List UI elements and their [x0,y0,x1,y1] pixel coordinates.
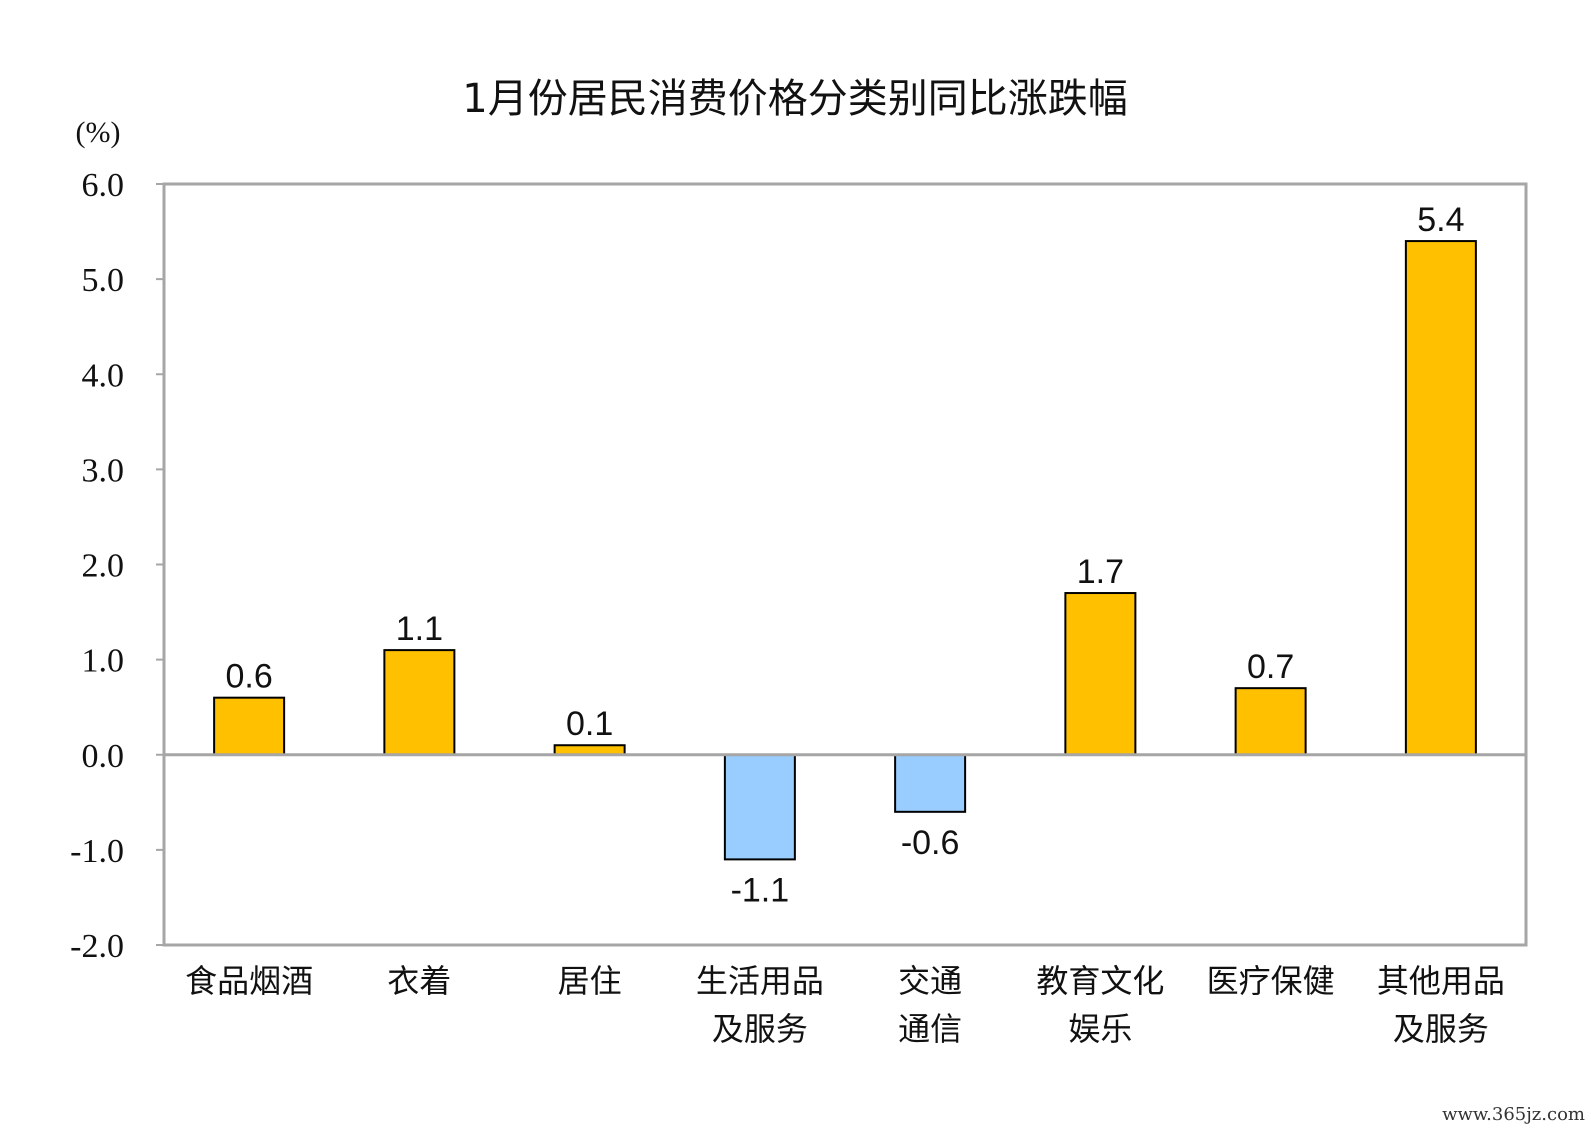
category-label: 食品烟酒 [185,962,313,1000]
category-label: 通信 [898,1010,962,1048]
y-tick-label: 6.0 [82,167,125,204]
category-label: 及服务 [712,1010,808,1048]
category-label: 娱乐 [1068,1010,1132,1048]
category-label: 交通 [898,962,962,1000]
category-label: 及服务 [1393,1010,1489,1048]
bars [213,240,1477,861]
y-tick-label: -1.0 [70,833,124,870]
category-label: 其他用品 [1377,962,1505,1000]
y-tick-label: 2.0 [82,548,125,585]
y-axis: 6.0 5.0 4.0 3.0 2.0 1.0 0.0 -1.0 -2.0 [70,167,164,965]
y-tick-label: 0.0 [82,738,125,775]
category-label: 衣着 [387,962,451,1000]
value-label: -0.6 [901,824,960,862]
y-tick-label: 4.0 [82,357,125,394]
bar [1064,592,1137,756]
value-label: -1.1 [731,871,790,909]
category-label: 居住 [558,962,622,1000]
y-tick-label: 5.0 [82,262,125,299]
y-tick-label: -2.0 [70,928,124,965]
value-label: 1.1 [396,610,443,648]
bar [213,696,286,756]
y-axis-unit: (%) [76,116,121,149]
chart-title: 1月份居民消费价格分类别同比涨跌幅 [462,76,1127,122]
bar [383,649,456,756]
value-label: 0.7 [1247,648,1294,686]
value-labels: 0.6 1.1 0.1 -1.1 -0.6 1.7 0.7 5.4 [225,201,1464,909]
watermark: www.365jz.com [1442,1104,1585,1125]
category-label: 生活用品 [696,962,824,1000]
value-label: 5.4 [1417,201,1464,239]
bar [1404,240,1477,756]
y-tick-label: 3.0 [82,452,125,489]
plot-frame [162,182,1528,947]
y-tick-label: 1.0 [82,643,125,680]
value-label: 0.1 [566,705,613,743]
bar [894,753,967,813]
category-label: 医疗保健 [1207,962,1335,1000]
category-label: 教育文化 [1036,962,1164,1000]
value-label: 0.6 [225,658,272,696]
bar [1234,687,1307,756]
value-label: 1.7 [1077,553,1124,591]
bar [723,753,796,861]
